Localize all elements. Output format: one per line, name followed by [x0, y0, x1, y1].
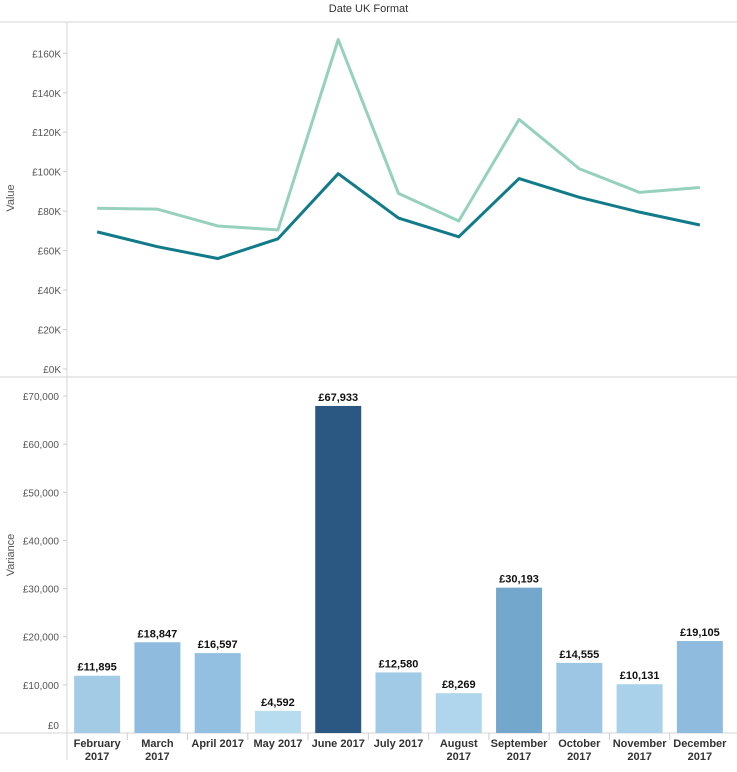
x-tick-label: November [613, 738, 668, 750]
bar-data-label: £67,933 [318, 392, 358, 404]
y-tick-label: £0K [43, 365, 61, 376]
y-tick-label: £50,000 [23, 488, 60, 499]
bar [194, 653, 241, 733]
x-tick-label: 2017 [447, 751, 471, 763]
bar-data-label: £14,555 [559, 649, 599, 661]
bar [676, 641, 723, 733]
x-tick-label: February [74, 738, 122, 750]
bar-data-label: £18,847 [138, 628, 178, 640]
y-tick-label: £70,000 [23, 392, 60, 403]
bar [315, 405, 362, 733]
x-tick-label: December [673, 738, 727, 750]
y-tick-label: £60,000 [23, 440, 60, 451]
x-tick-label: 2017 [567, 751, 591, 763]
bar [435, 693, 482, 733]
bar-data-label: £30,193 [499, 574, 539, 586]
y-tick-label: £80K [38, 207, 62, 218]
x-tick-label: March [141, 738, 174, 750]
bar [74, 675, 121, 733]
bar-data-label: £19,105 [680, 627, 720, 639]
y-tick-label: £40K [38, 286, 62, 297]
x-tick-label: 2017 [688, 751, 712, 763]
y-tick-label: £20K [38, 326, 62, 337]
y-axis-title: Value [5, 184, 17, 211]
x-tick-label: April 2017 [191, 738, 244, 750]
x-tick-label: 2017 [145, 751, 169, 763]
line-series-1 [97, 38, 700, 232]
bar-data-label: £4,592 [261, 697, 295, 709]
y-tick-label: £160K [32, 49, 61, 60]
x-tick-label: 2017 [627, 751, 651, 763]
bar-data-label: £12,580 [379, 658, 419, 670]
y-tick-label: £10,000 [23, 681, 60, 692]
bar-data-label: £11,895 [78, 662, 117, 674]
y-axis-title: Variance [5, 534, 17, 577]
bar [556, 662, 603, 733]
x-tick-label: May 2017 [253, 738, 302, 750]
x-tick-label: June 2017 [312, 738, 365, 750]
y-tick-label: £30,000 [23, 585, 60, 596]
x-tick-label: September [491, 738, 549, 750]
bar [254, 710, 301, 733]
bar [134, 642, 181, 733]
bar [496, 587, 543, 733]
bar-data-label: £10,131 [620, 670, 660, 682]
y-tick-label: £140K [32, 89, 61, 100]
x-tick-label: August [440, 738, 478, 750]
y-tick-label: £0 [48, 721, 60, 732]
x-tick-label: July 2017 [374, 738, 424, 750]
y-tick-label: £40,000 [23, 536, 60, 547]
y-tick-label: £20,000 [23, 633, 60, 644]
bar-data-label: £16,597 [198, 639, 238, 651]
y-tick-label: £100K [32, 168, 61, 179]
x-tick-label: October [558, 738, 601, 750]
bar [616, 684, 663, 733]
y-tick-label: £120K [32, 128, 61, 139]
x-tick-label: 2017 [507, 751, 531, 763]
y-tick-label: £60K [38, 247, 62, 258]
bar-data-label: £8,269 [442, 679, 476, 691]
chart-title: Date UK Format [328, 3, 409, 15]
x-tick-label: 2017 [85, 751, 109, 763]
bar [375, 672, 422, 733]
